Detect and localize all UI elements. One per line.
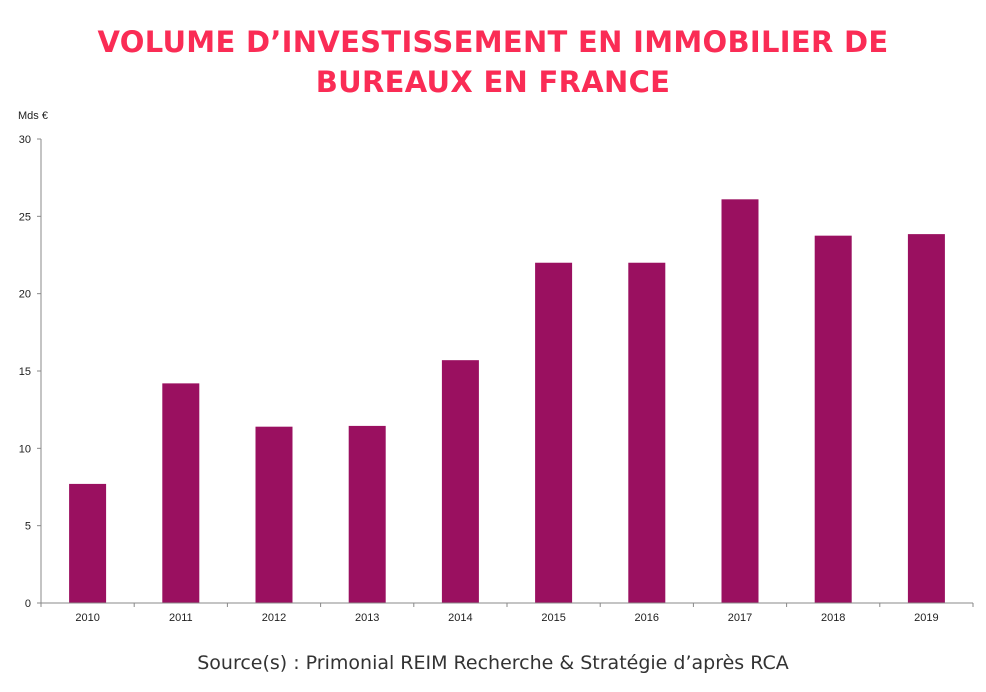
x-tick-label: 2017: [728, 612, 752, 624]
x-tick-label: 2013: [355, 612, 379, 624]
chart-title: VOLUME D’INVESTISSEMENT EN IMMOBILIER DE…: [0, 22, 986, 102]
source-note: Source(s) : Primonial REIM Recherche & S…: [197, 652, 789, 674]
y-tick-label: 5: [25, 521, 31, 533]
y-tick-label: 20: [19, 289, 31, 301]
bar-2012: [255, 426, 293, 603]
x-tick-label: 2011: [169, 612, 193, 624]
y-tick-label: 25: [19, 211, 31, 223]
title-line-2: BUREAUX EN FRANCE: [315, 65, 671, 99]
x-tick-label: 2012: [262, 612, 286, 624]
bar-2016: [628, 262, 666, 603]
x-tick-label: 2014: [448, 612, 472, 624]
y-tick-label: 10: [19, 443, 31, 455]
y-tick-label: 30: [19, 134, 31, 146]
bar-2011: [162, 383, 200, 603]
bar-2017: [721, 199, 759, 603]
bar-2019: [907, 234, 945, 603]
y-tick-label: 15: [19, 366, 31, 378]
x-tick-label: 2010: [75, 612, 99, 624]
x-axis: 2010 2011 2012 2013 2014 2015 2016 2017 2018 2019: [40, 602, 974, 624]
bar-2014: [441, 360, 479, 603]
x-tick-label: 2019: [914, 612, 938, 624]
bar-2015: [535, 262, 573, 603]
bar-2018: [814, 235, 852, 603]
x-tick-label: 2016: [635, 612, 659, 624]
bar-2013: [348, 425, 386, 603]
bars: [69, 199, 945, 603]
x-tick-label: 2018: [821, 612, 845, 624]
y-tick-label: 0: [25, 598, 31, 610]
y-axis-label: Mds €: [18, 110, 48, 122]
title-line-1: VOLUME D’INVESTISSEMENT EN IMMOBILIER DE: [97, 25, 889, 59]
y-axis: 0 5 10 15 20 25 30: [19, 134, 42, 610]
bar-2010: [69, 483, 107, 603]
x-tick-label: 2015: [541, 612, 565, 624]
